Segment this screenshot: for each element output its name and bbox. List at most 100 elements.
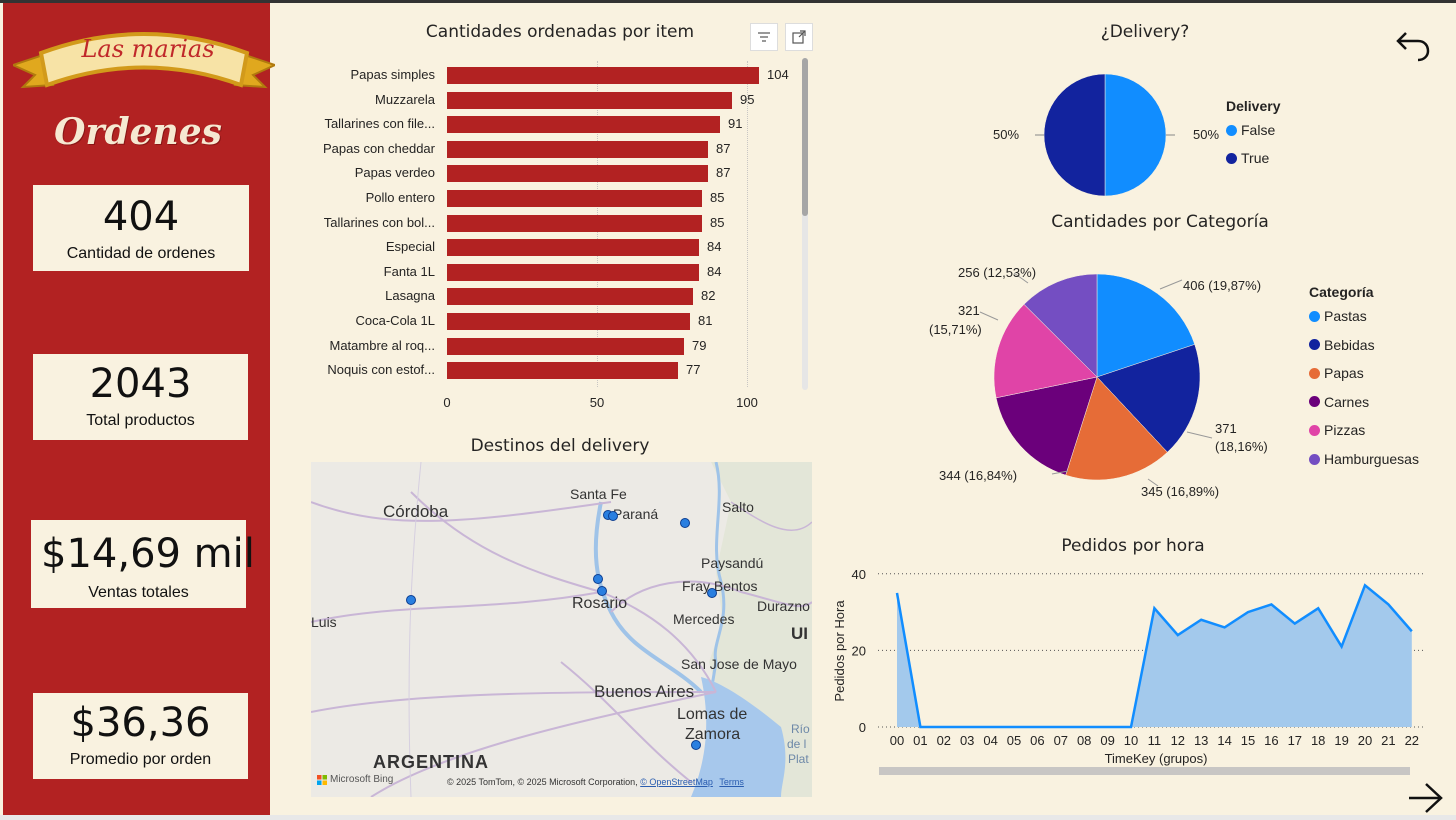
map-attribution: © 2025 TomTom, © 2025 Microsoft Corporat… bbox=[447, 777, 744, 787]
map-label-parana: Paraná bbox=[613, 506, 659, 522]
map-point[interactable] bbox=[680, 518, 690, 528]
delivery-pie-slice[interactable] bbox=[1104, 73, 1167, 197]
page-title: Ordenes bbox=[54, 111, 222, 153]
bing-text: Microsoft Bing bbox=[330, 774, 394, 785]
map-label-paysandu: Paysandú bbox=[701, 555, 764, 571]
pie-label-pizzas: 321 bbox=[958, 303, 980, 318]
bar[interactable] bbox=[447, 67, 759, 84]
map-label-zamora: Zamora bbox=[685, 726, 741, 743]
legend-item-pastas[interactable]: Pastas bbox=[1309, 308, 1367, 324]
bar[interactable] bbox=[447, 116, 720, 134]
category-pie-slice[interactable] bbox=[1065, 376, 1168, 481]
bar[interactable] bbox=[447, 140, 708, 158]
x-tick-label: 50 bbox=[589, 395, 605, 410]
bar[interactable] bbox=[447, 239, 699, 257]
bar-label: Noquis con estof... bbox=[327, 362, 435, 378]
category-pie-chart[interactable] bbox=[920, 258, 1280, 508]
bar-value: 87 bbox=[716, 165, 731, 181]
y-tick-label: 20 bbox=[852, 643, 866, 658]
x-tick-label: 11 bbox=[1148, 733, 1162, 748]
x-tick-label: 21 bbox=[1381, 733, 1395, 748]
y-tick-label: 0 bbox=[859, 720, 866, 735]
map-point[interactable] bbox=[608, 511, 618, 521]
legend-label: Pastas bbox=[1324, 308, 1367, 324]
map-label-san-jose: San Jose de Mayo bbox=[681, 656, 797, 672]
bar[interactable] bbox=[447, 313, 690, 330]
legend-item-false[interactable]: False bbox=[1226, 122, 1275, 138]
focus-mode-button[interactable] bbox=[785, 23, 813, 51]
bar[interactable] bbox=[447, 362, 678, 380]
map-point[interactable] bbox=[593, 574, 603, 584]
logo-text: Las marias bbox=[81, 35, 215, 63]
bar[interactable] bbox=[447, 91, 732, 109]
category-pie-slice[interactable] bbox=[993, 303, 1098, 399]
bar[interactable] bbox=[447, 190, 702, 207]
kpi-label: Ventas totales bbox=[88, 584, 189, 601]
map-point[interactable] bbox=[691, 740, 701, 750]
bar[interactable] bbox=[447, 337, 684, 355]
delivery-pie-slice[interactable] bbox=[1043, 73, 1106, 197]
map-point[interactable] bbox=[406, 595, 416, 605]
line-chart-scrollbar[interactable] bbox=[879, 767, 1410, 775]
bar-label: Tallarines con bol... bbox=[323, 214, 435, 230]
bar-label: Matambre al roq... bbox=[329, 337, 436, 353]
legend-item-papas[interactable]: Papas bbox=[1309, 365, 1364, 381]
bar[interactable] bbox=[447, 214, 702, 232]
bar[interactable] bbox=[447, 263, 699, 281]
legend-label: True bbox=[1241, 150, 1270, 166]
map-label-rosario: Rosario bbox=[572, 595, 628, 612]
kpi-label: Cantidad de ordenes bbox=[66, 245, 216, 262]
legend-dot bbox=[1309, 367, 1320, 379]
line-chart-title: Pedidos por hora bbox=[1061, 536, 1205, 556]
map-label-mercedes: Mercedes bbox=[673, 611, 735, 627]
focus-mode-icon bbox=[792, 30, 806, 44]
osm-link[interactable]: © OpenStreetMap bbox=[640, 777, 713, 787]
next-arrow-icon bbox=[1409, 783, 1443, 813]
category-pie-slice[interactable] bbox=[1023, 273, 1098, 378]
bar[interactable] bbox=[447, 288, 693, 306]
legend-item-pizzas[interactable]: Pizzas bbox=[1309, 422, 1365, 438]
map-point[interactable] bbox=[707, 588, 717, 598]
terms-link[interactable]: Terms bbox=[719, 777, 744, 787]
category-pie-slice[interactable] bbox=[1096, 344, 1201, 453]
y-axis-title: Pedidos por Hora bbox=[832, 600, 847, 702]
x-tick-label: 22 bbox=[1405, 733, 1419, 748]
legend-dot bbox=[1226, 124, 1237, 136]
map-point[interactable] bbox=[597, 586, 607, 596]
bar-value: 104 bbox=[767, 67, 789, 82]
kpi-label: Promedio por orden bbox=[69, 751, 212, 768]
line-chart[interactable]: 0 20 40 00 01 02 03 04 05 06 07 08 09 10 11 12 13 14 15 16 1… bbox=[830, 563, 1440, 778]
x-tick-label: 01 bbox=[913, 733, 927, 748]
logo-banner-icon bbox=[13, 32, 275, 89]
bar-value: 91 bbox=[728, 116, 743, 132]
map-title: Destinos del delivery bbox=[470, 436, 650, 456]
legend-item-bebidas[interactable]: Bebidas bbox=[1309, 337, 1375, 353]
map-label-de-la: de l bbox=[787, 737, 807, 751]
legend-label: Papas bbox=[1324, 365, 1364, 382]
legend-item-true[interactable]: True bbox=[1226, 150, 1269, 166]
next-button[interactable] bbox=[1406, 781, 1446, 815]
bar-value: 84 bbox=[707, 239, 722, 255]
x-tick-label: 0 bbox=[443, 395, 451, 410]
logo: Las marias bbox=[13, 25, 275, 115]
bar[interactable] bbox=[447, 165, 708, 183]
back-button[interactable] bbox=[1394, 25, 1432, 63]
delivery-map[interactable]: Córdoba Santa Fe Paraná Salto Paysandú F… bbox=[311, 462, 812, 797]
series-line[interactable] bbox=[895, 583, 1413, 729]
delivery-pie-chart[interactable]: 50% 50% bbox=[980, 68, 1240, 203]
x-tick-label: 03 bbox=[960, 733, 974, 748]
scrollbar-thumb[interactable] bbox=[802, 58, 808, 216]
leader-line bbox=[1013, 272, 1029, 284]
x-tick-label: 07 bbox=[1054, 733, 1068, 748]
category-pie-slice[interactable] bbox=[1096, 273, 1196, 378]
legend-item-hamburguesas[interactable]: Hamburguesas bbox=[1309, 451, 1419, 467]
legend-item-carnes[interactable]: Carnes bbox=[1309, 394, 1369, 410]
bar-value: 79 bbox=[692, 337, 707, 353]
map-background bbox=[311, 462, 812, 797]
bar-chart-scrollbar[interactable] bbox=[802, 58, 808, 390]
pie-data-label: 50% bbox=[1193, 127, 1219, 142]
bar-value: 85 bbox=[710, 214, 725, 230]
map-label-buenos-aires: Buenos Aires bbox=[594, 682, 695, 701]
pie-label-bebidas-pct: (18,16%) bbox=[1215, 439, 1268, 454]
filter-button[interactable] bbox=[750, 23, 778, 51]
